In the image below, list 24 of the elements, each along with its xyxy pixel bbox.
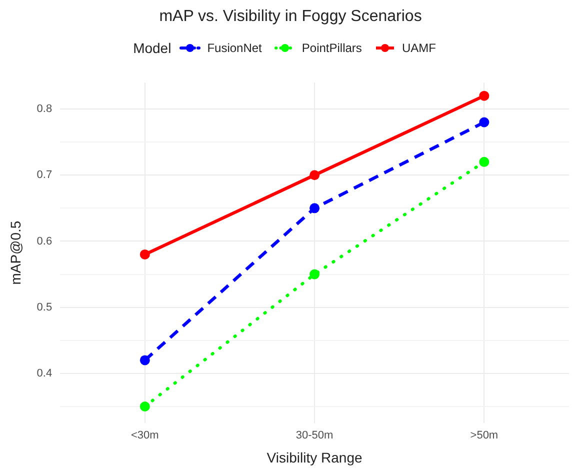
- legend-label: FusionNet: [207, 41, 262, 55]
- legend-title: Model: [133, 40, 172, 56]
- point: [140, 401, 150, 412]
- y-tick-label: 0.6: [36, 235, 52, 248]
- legend-label: PointPillars: [302, 41, 362, 55]
- y-axis-title: mAP@0.5: [7, 220, 24, 285]
- point: [140, 355, 150, 366]
- point: [310, 203, 320, 214]
- point: [310, 269, 320, 280]
- point: [310, 170, 320, 180]
- x-tick-label: <30m: [130, 430, 159, 442]
- legend-label: UAMF: [402, 41, 436, 55]
- y-tick-label: 0.8: [36, 103, 52, 116]
- chart-title: mAP vs. Visibility in Foggy Scenarios: [158, 8, 423, 26]
- y-tick-label: 0.5: [36, 301, 52, 314]
- point: [479, 156, 490, 167]
- point: [140, 249, 150, 260]
- x-tick-label: 30-50m: [296, 430, 334, 442]
- x-tick-label: >50m: [470, 430, 498, 442]
- y-tick-label: 0.7: [36, 169, 52, 182]
- point: [479, 117, 490, 128]
- point: [479, 90, 490, 101]
- y-tick-label: 0.4: [36, 367, 52, 380]
- x-axis-title: Visibility Range: [266, 449, 362, 466]
